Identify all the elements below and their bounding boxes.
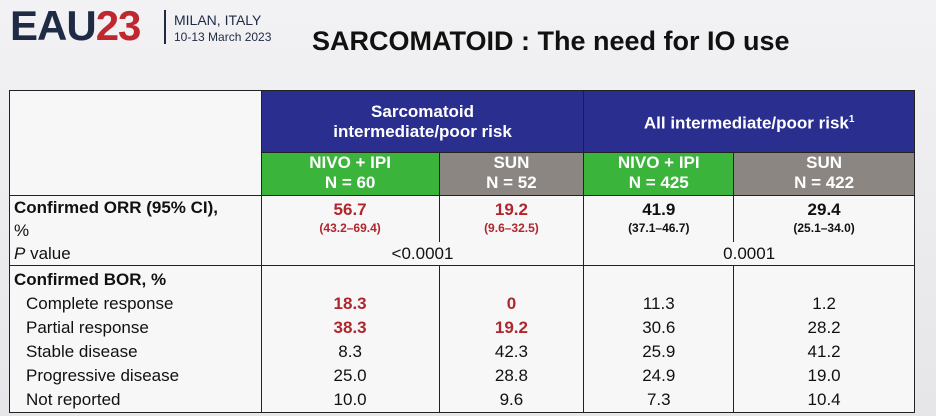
orr-label: Confirmed ORR (95% CI), % <box>9 195 262 242</box>
arm-sun-sarc: SUN N = 52 <box>438 152 585 196</box>
orr-value-nivo-all: 41.9 (37.1–46.7) <box>583 195 735 242</box>
pvalue-row: P value <0.0001 0.0001 <box>9 242 915 266</box>
location-city: MILAN, ITALY <box>174 12 262 28</box>
eau-logo: EAU23 <box>10 2 141 49</box>
bor-label-stable: Stable disease <box>26 342 138 361</box>
bor-col-nivo-sarc: 18.3 38.3 8.3 25.0 10.0 <box>260 265 440 413</box>
orr-value-sun-all: 29.4 (25.1–34.0) <box>733 195 915 242</box>
pvalue-label: P value <box>9 242 262 266</box>
bor-label-progressive: Progressive disease <box>26 366 180 385</box>
pvalue-sarc: <0.0001 <box>260 242 585 266</box>
bor-col-nivo-all: 11.3 30.6 25.9 24.9 7.3 <box>583 265 735 413</box>
arm-header-row: NIVO + IPI N = 60 SUN N = 52 NIVO + IPI N =… <box>10 152 915 196</box>
bor-label-complete: Complete response <box>26 294 174 313</box>
arm-nivo-ipi-all: NIVO + IPI N = 425 <box>583 152 735 196</box>
bor-labels: Confirmed BOR, % Complete response Parti… <box>9 265 262 413</box>
pvalue-all: 0.0001 <box>583 242 915 266</box>
all-risk-group-header: All intermediate/poor risk1 <box>583 90 915 153</box>
bor-label-partial: Partial response <box>26 318 149 337</box>
congress-location: MILAN, ITALY 10-13 March 2023 <box>174 12 271 46</box>
congress-dates: 10-13 March 2023 <box>174 30 272 44</box>
bor-label-not-reported: Not reported <box>26 390 121 409</box>
group-header-row: Sarcomatoid intermediate/poor risk All i… <box>9 90 915 196</box>
orr-value-nivo-sarc: 56.7 (43.2–69.4) <box>260 195 440 242</box>
orr-value-sun-sarc: 19.2 (9.6–32.5) <box>438 195 585 242</box>
bor-col-sun-all: 1.2 28.2 41.2 19.0 10.4 <box>733 265 915 413</box>
results-table: Sarcomatoid intermediate/poor risk All i… <box>9 90 915 413</box>
arm-sun-all: SUN N = 422 <box>733 152 915 196</box>
bor-col-sun-sarc: 0 19.2 42.3 28.8 9.6 <box>438 265 585 413</box>
logo-divider <box>164 10 166 44</box>
slide-title: SARCOMATOID : The need for IO use <box>312 26 790 56</box>
corner-cell <box>9 90 262 196</box>
sarcomatoid-group-header: Sarcomatoid intermediate/poor risk <box>260 90 585 153</box>
orr-row: Confirmed ORR (95% CI), % 56.7 (43.2–69.4… <box>9 195 915 242</box>
arm-nivo-ipi-sarc: NIVO + IPI N = 60 <box>260 152 440 196</box>
bor-block: Confirmed BOR, % Complete response Parti… <box>9 265 915 413</box>
